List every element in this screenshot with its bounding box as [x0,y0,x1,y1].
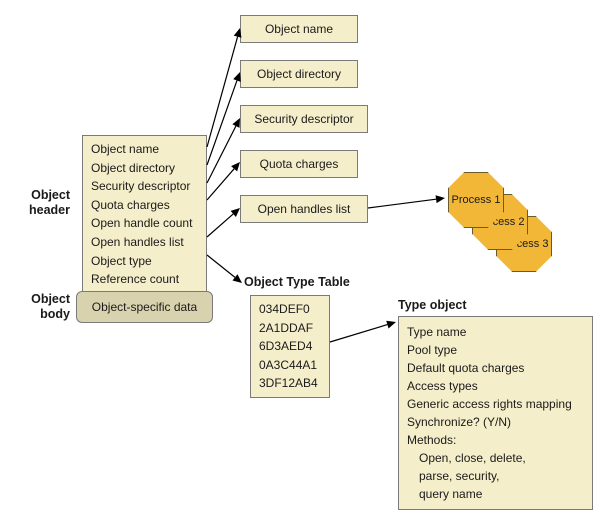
type-object-field: Methods: [407,431,584,449]
header-field: Open handles list [91,233,198,252]
type-object-field: Synchronize? (Y/N) [407,413,584,431]
pointer-box-text: Object directory [257,67,341,81]
type-object-box: Type name Pool type Default quota charge… [398,316,593,510]
type-object-field: Default quota charges [407,359,584,377]
pointer-box-quota-charges: Quota charges [240,150,358,178]
header-field: Object directory [91,159,198,178]
header-field: Security descriptor [91,177,198,196]
pointer-box-text: Open handles list [258,202,351,216]
type-object-heading: Type object [398,298,467,312]
type-object-field: Generic access rights mapping [407,395,584,413]
type-object-method: query name [407,485,584,503]
process-octagon-1: Process 1 [448,172,504,228]
pointer-box-object-directory: Object directory [240,60,358,88]
object-body-text: Object-specific data [92,300,197,314]
type-object-method: Open, close, delete, [407,449,584,467]
process-label: Process 1 [452,194,501,207]
pointer-box-open-handles-list: Open handles list [240,195,368,223]
object-type-table-heading-text: Object Type Table [244,275,350,289]
object-body-label-text: Object body [31,292,70,321]
object-body-label: Object body [10,292,70,322]
type-object-field: Access types [407,377,584,395]
object-header-list: Object name Object directory Security de… [82,135,207,294]
header-field: Reference count [91,270,198,289]
object-body-box: Object-specific data [76,291,213,323]
header-field: Quota charges [91,196,198,215]
object-header-label: Object header [10,188,70,218]
header-field: Object type [91,252,198,271]
header-field: Open handle count [91,214,198,233]
type-table-entry: 6D3AED4 [259,337,321,356]
pointer-box-object-name: Object name [240,15,358,43]
header-field: Object name [91,140,198,159]
type-table-entry: 0A3C44A1 [259,356,321,375]
type-table-entry: 034DEF0 [259,300,321,319]
type-table-entry: 2A1DDAF [259,319,321,338]
type-object-field: Pool type [407,341,584,359]
type-object-field: Type name [407,323,584,341]
object-type-table: 034DEF0 2A1DDAF 6D3AED4 0A3C44A1 3DF12AB… [250,295,330,398]
type-object-method: parse, security, [407,467,584,485]
type-object-heading-text: Type object [398,298,467,312]
pointer-box-text: Security descriptor [254,112,353,126]
object-type-table-heading: Object Type Table [244,275,350,289]
pointer-box-text: Quota charges [260,157,339,171]
pointer-box-security-descriptor: Security descriptor [240,105,368,133]
object-header-label-text: Object header [29,188,70,217]
type-table-entry: 3DF12AB4 [259,374,321,393]
pointer-box-text: Object name [265,22,333,36]
